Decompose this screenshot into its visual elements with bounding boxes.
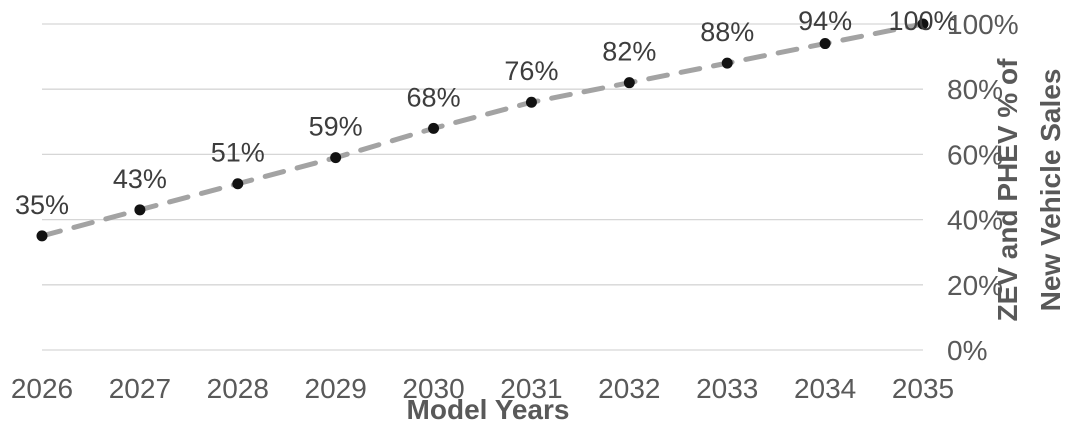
x-axis-title: Model Years (407, 394, 570, 423)
data-label-2033: 88% (700, 17, 754, 47)
data-point-marker-2026 (36, 230, 48, 242)
x-tick-label-2029: 2029 (305, 373, 367, 404)
data-label-2032: 82% (602, 37, 656, 67)
data-label-2030: 68% (407, 82, 461, 112)
data-point-marker-2027 (134, 204, 146, 216)
y-tick-label-0%: 0% (947, 335, 987, 366)
y-tick-label-60%: 60% (947, 139, 1003, 170)
data-label-2029: 59% (309, 112, 363, 142)
data-label-2034: 94% (798, 6, 852, 36)
x-tick-label-2031: 2031 (500, 373, 562, 404)
series-dashed-line (39, 21, 926, 239)
data-label-2028: 51% (211, 138, 265, 168)
data-point-marker-2035 (917, 18, 929, 30)
y-tick-label-20%: 20% (947, 270, 1003, 301)
data-point-marker-2030 (428, 122, 440, 134)
x-tick-label-2028: 2028 (207, 373, 269, 404)
data-label-2027: 43% (113, 164, 167, 194)
x-tick-label-2027: 2027 (109, 373, 171, 404)
x-tick-label-2035: 2035 (892, 373, 954, 404)
y-tick-label-40%: 40% (947, 205, 1003, 236)
x-tick-label-2030: 2030 (402, 373, 464, 404)
x-tick-label-2032: 2032 (598, 373, 660, 404)
data-point-marker-2029 (330, 152, 342, 164)
data-point-marker-2033 (721, 57, 733, 69)
data-point-marker-2028 (232, 178, 244, 190)
x-tick-label-2026: 2026 (11, 373, 73, 404)
data-label-2031: 76% (504, 56, 558, 86)
y-axis-title-line-1: ZEV and PHEV % of (992, 58, 1023, 322)
data-label-2035: 100% (888, 6, 957, 36)
data-point-marker-2032 (623, 77, 635, 89)
data-point-marker-2034 (819, 38, 831, 50)
x-tick-label-2033: 2033 (696, 373, 758, 404)
data-label-2026: 35% (15, 190, 69, 220)
y-axis-title-line-2: New Vehicle Sales (1035, 69, 1066, 312)
x-tick-label-2034: 2034 (794, 373, 856, 404)
y-tick-label-100%: 100% (947, 9, 1019, 40)
data-point-marker-2031 (525, 96, 537, 108)
y-tick-label-80%: 80% (947, 74, 1003, 105)
